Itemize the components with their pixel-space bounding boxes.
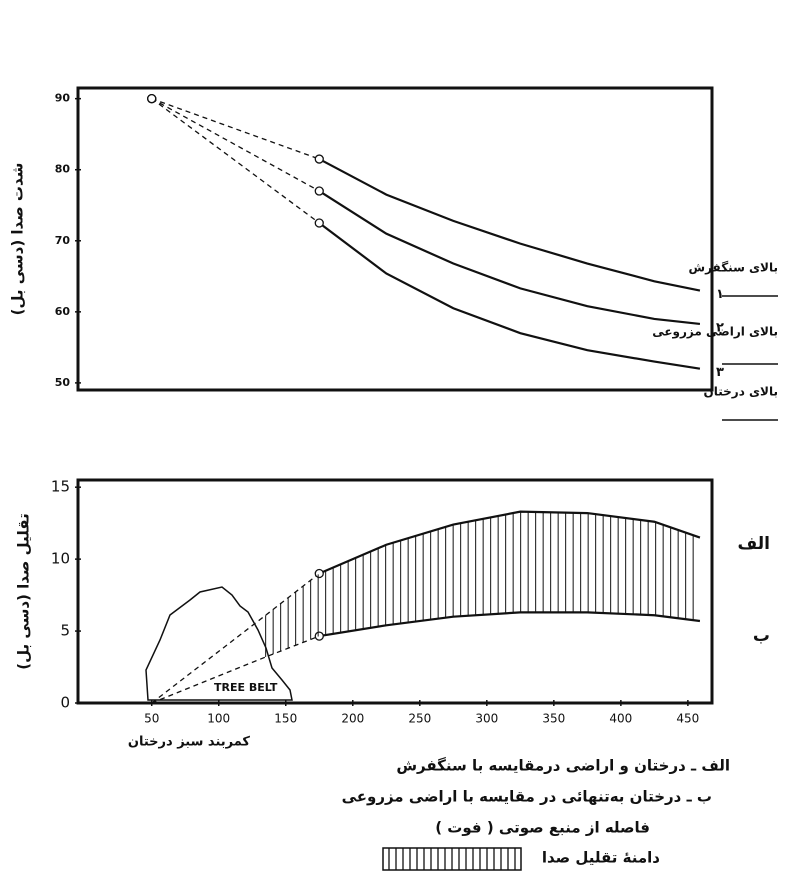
- x-tick-label: 250: [408, 712, 431, 726]
- series-name: ب: [753, 626, 770, 646]
- y-tick-label: 15: [51, 478, 70, 496]
- series-number: ۱: [716, 287, 724, 302]
- dashed-line: [152, 99, 320, 159]
- x-axis-label: فاصله از منبع صوتی ( فوت ): [435, 819, 650, 837]
- y-tick-label: 90: [55, 92, 71, 105]
- series-line: [319, 612, 700, 636]
- note: الف ـ درختان و اراضی درمقایسه با سنگفرش: [396, 757, 730, 775]
- dashed-line: [152, 99, 320, 191]
- series-line: [319, 512, 700, 574]
- y-tick-label: 50: [55, 376, 71, 389]
- band-key-label: دامنهٔ تقلیل صدا: [542, 849, 660, 867]
- y-tick-label: 10: [51, 550, 70, 568]
- series-name: بالای اراضی مزروعی: [652, 325, 778, 340]
- series-name: بالای سنگفرش: [689, 261, 778, 275]
- series-number: ۳: [716, 365, 724, 380]
- x-tick-label: 200: [341, 712, 364, 726]
- y-axis-label: شدت صدا (دسی بل): [9, 163, 27, 316]
- page: TREE BELT کمربند سبز درختان الف ـ درختان…: [0, 0, 787, 886]
- x-tick-label: 400: [609, 712, 632, 726]
- point-marker: [315, 187, 323, 195]
- belt-label: کمربند سبز درختان: [128, 735, 251, 750]
- tree-belt-label: TREE BELT: [214, 681, 278, 694]
- series-name: الف: [738, 534, 770, 554]
- bottom-plot-frame: [78, 480, 712, 703]
- y-tick-label: 0: [60, 694, 70, 712]
- dashed-line: [152, 99, 320, 223]
- x-tick-label: 350: [542, 712, 565, 726]
- point-marker: [315, 632, 323, 640]
- y-tick-label: 60: [55, 305, 71, 318]
- series-line: [319, 191, 700, 324]
- y-tick-label: 70: [55, 234, 71, 247]
- series-name: بالای درختان: [704, 385, 778, 399]
- point-marker: [315, 155, 323, 163]
- top-plot-frame: [78, 88, 712, 390]
- x-tick-label: 100: [207, 712, 230, 726]
- y-tick-label: 80: [55, 163, 71, 176]
- point-marker: [315, 570, 323, 578]
- series-line: [319, 159, 700, 290]
- x-tick-label: 300: [475, 712, 498, 726]
- y-axis-label: تقلیل صدا (دسی بل): [15, 513, 33, 669]
- x-tick-label: 150: [274, 712, 297, 726]
- point-marker: [315, 219, 323, 227]
- x-tick-label: 50: [144, 712, 159, 726]
- series-line: [319, 223, 700, 369]
- y-tick-label: 5: [60, 622, 70, 640]
- point-marker: [148, 95, 156, 103]
- note: ب ـ درختان به‌تنهائی در مقایسه با اراضی …: [342, 788, 712, 806]
- x-tick-label: 450: [676, 712, 699, 726]
- band-key-hatch: [389, 848, 515, 870]
